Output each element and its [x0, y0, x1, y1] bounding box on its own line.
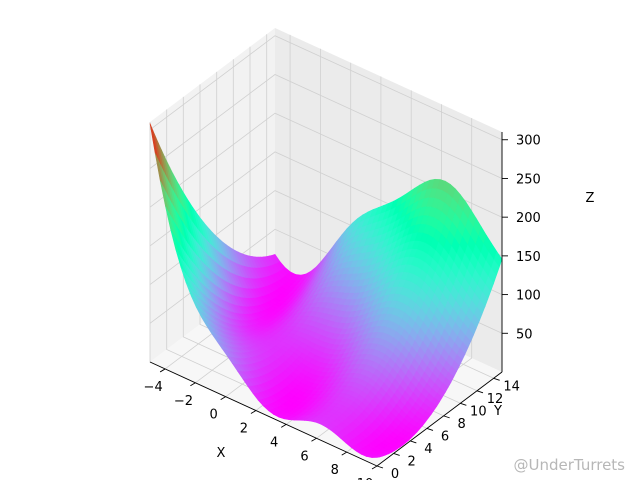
- x-tick: [159, 368, 166, 373]
- z-gridline: [149, 35, 503, 141]
- y-tick: [426, 427, 434, 431]
- z-axis-label: Z: [586, 191, 595, 206]
- y-tick: [476, 390, 484, 394]
- y-tick-label: 0: [391, 467, 399, 480]
- z-tick-label: 50: [516, 327, 533, 342]
- z-tick-label: 150: [516, 250, 541, 265]
- x-axis-line: [149, 361, 378, 467]
- x-tick: [190, 382, 196, 387]
- watermark-text: @UnderTurrets: [514, 456, 626, 474]
- x-tick: [311, 437, 317, 442]
- x-tick-label: 0: [210, 408, 218, 423]
- y-tick: [376, 465, 384, 469]
- x-tick-label: 2: [240, 422, 248, 437]
- y-tick-label: 10: [470, 404, 487, 419]
- x-tick: [341, 451, 347, 456]
- y-axis-label: Y: [493, 404, 502, 419]
- y-tick-label: 12: [487, 392, 504, 407]
- tick-labels: −4−202468100246810121450100150200250300: [144, 134, 541, 484]
- y-tick-label: 4: [424, 442, 432, 457]
- y-tick-label: 6: [441, 429, 449, 444]
- y-tick-label: 2: [408, 454, 416, 469]
- y-tick: [410, 440, 417, 444]
- z-tick-label: 100: [516, 289, 541, 304]
- x-axis-label: X: [217, 446, 226, 461]
- z-tick-label: 300: [516, 134, 541, 149]
- x-tick-label: −4: [144, 380, 163, 395]
- axis-lines: [149, 132, 508, 470]
- surface-patch: [371, 456, 380, 458]
- y-tick: [460, 402, 467, 406]
- z-gridline: [149, 74, 503, 179]
- y-tick: [443, 415, 450, 419]
- y-tick: [393, 453, 400, 456]
- x-tick-label: −2: [174, 394, 193, 409]
- x-tick-label: 4: [270, 435, 278, 450]
- x-tick: [280, 424, 287, 428]
- z-tick-label: 250: [516, 172, 541, 187]
- x-tick: [371, 465, 378, 470]
- y-tick-label: 8: [458, 417, 466, 432]
- x-tick-label: 6: [300, 449, 308, 464]
- x-tick-label: 8: [331, 463, 339, 478]
- z-tick-label: 200: [516, 211, 541, 226]
- x-tick: [220, 396, 226, 401]
- y-tick: [493, 377, 500, 381]
- x-tick: [250, 410, 257, 414]
- y-tick-label: 14: [503, 379, 520, 394]
- y-axis-line: [376, 371, 503, 467]
- surface-mesh: [149, 123, 503, 458]
